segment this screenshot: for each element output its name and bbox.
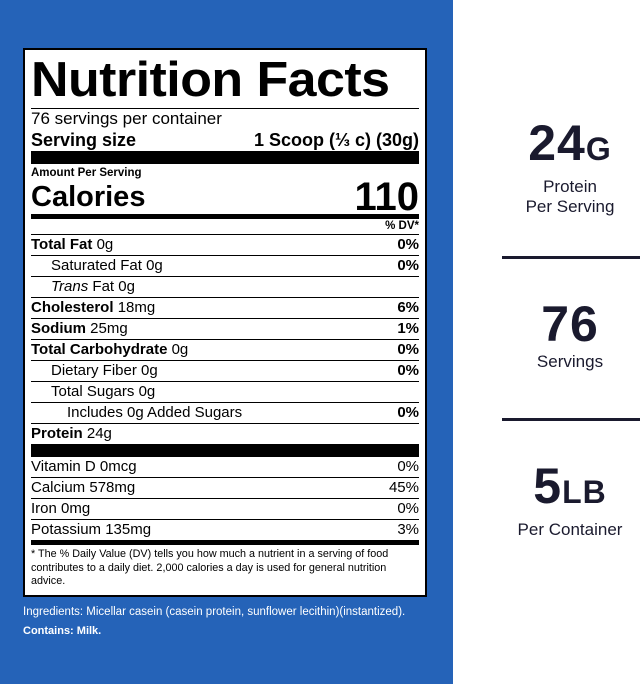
vitamin-row: Calcium 578mg 45% <box>31 477 419 498</box>
nutrient-row: Dietary Fiber 0g 0% <box>31 360 419 381</box>
calories-label: Calories <box>31 181 146 213</box>
medium-divider <box>31 214 419 219</box>
thick-divider <box>31 151 419 164</box>
nutrient-dv: 0% <box>397 257 419 274</box>
nutrient-row: Cholesterol 18mg 6% <box>31 297 419 318</box>
nutrient-name: Sodium <box>31 320 86 337</box>
vitamin-dv: 0% <box>397 500 419 517</box>
vitamin-amount: 0mcg <box>99 458 137 475</box>
serving-size-row: Serving size 1 Scoop (⅓ c) (30g) <box>31 129 419 151</box>
nutrient-amount: 24g <box>86 425 112 442</box>
nutrient-dv: 0% <box>397 404 419 421</box>
nutrient-dv: 6% <box>397 299 419 316</box>
stat-unit: LB <box>562 474 607 510</box>
vitamin-name: Iron <box>31 500 57 517</box>
vitamin-row: Iron 0mg 0% <box>31 498 419 519</box>
stat-servings: 76 Servings <box>500 296 640 372</box>
nutrient-row: Trans Fat 0g <box>31 276 419 297</box>
allergen-text: Contains: Milk. <box>23 625 102 637</box>
calories-value: 110 <box>354 175 419 219</box>
serving-size-label: Serving size <box>31 130 137 150</box>
nutrient-dv: 0% <box>397 236 419 253</box>
stat-caption: Servings <box>536 352 604 371</box>
stat-value: 76 <box>541 296 599 352</box>
nutrient-name: Saturated Fat <box>51 257 142 274</box>
calories-row: Calories 110 <box>31 175 419 219</box>
servings-per-container: 76 servings per container <box>31 109 222 128</box>
stat-protein: 24G Protein Per Serving <box>500 115 640 217</box>
nutrient-name-suffix: Fat <box>92 278 115 295</box>
nutrient-row: Saturated Fat 0g 0% <box>31 255 419 276</box>
nutrient-dv: 0% <box>397 362 419 379</box>
stat-caption: Protein <box>543 177 597 196</box>
nutrient-name: Total Carbohydrate <box>31 341 168 358</box>
nutrient-row: Includes 0g Added Sugars 0% <box>31 402 419 423</box>
nutrient-dv: 1% <box>397 320 419 337</box>
nutrient-amount: 18mg <box>117 299 156 316</box>
nutrient-name: Cholesterol <box>31 299 114 316</box>
thick-divider <box>31 444 419 457</box>
nutrient-dv: 0% <box>397 341 419 358</box>
stat-container: 5LB Per Container <box>500 458 640 540</box>
nutrient-name: Protein <box>31 425 83 442</box>
vitamin-name: Vitamin D <box>31 458 96 475</box>
nutrient-name: Includes 0g Added Sugars <box>67 404 243 421</box>
vitamin-row: Potassium 135mg 3% <box>31 519 419 540</box>
stat-divider <box>502 418 640 421</box>
nutrient-name: Total Fat <box>31 236 93 253</box>
stat-value: 5 <box>533 458 563 514</box>
nutrient-row: Total Carbohydrate 0g 0% <box>31 339 419 360</box>
nutrient-name: Total Sugars <box>51 383 135 400</box>
stat-caption: Per Container <box>517 520 623 539</box>
nutrient-amount: 0g <box>118 278 135 295</box>
stat-value: 24 <box>528 115 586 171</box>
nutrient-amount: 25mg <box>90 320 128 337</box>
nutrition-facts-title: Nutrition Facts <box>31 53 390 107</box>
ingredients-text: Ingredients: Micellar casein (casein pro… <box>23 606 406 618</box>
dv-footnote: * The % Daily Value (DV) tells you how m… <box>31 548 389 587</box>
vitamin-row: Vitamin D 0mcg 0% <box>31 457 419 477</box>
vitamin-dv: 0% <box>397 458 419 475</box>
stat-unit: G <box>585 131 612 167</box>
nutrient-row: Total Sugars 0g <box>31 381 419 402</box>
vitamin-dv: 45% <box>388 479 419 496</box>
nutrient-amount: 0g <box>141 362 158 379</box>
nutrient-amount: 0g <box>96 236 114 253</box>
nutrient-amount: 0g <box>138 383 156 400</box>
vitamin-amount: 135mg <box>105 521 152 538</box>
nutrient-name: Trans <box>51 278 89 295</box>
nutrient-name: Dietary Fiber <box>51 362 137 379</box>
vitamin-amount: 578mg <box>89 479 136 496</box>
vitamin-name: Calcium <box>31 479 86 496</box>
nutrient-amount: 0g <box>146 257 163 274</box>
dv-header: % DV* <box>385 220 419 232</box>
stat-divider <box>502 256 640 259</box>
serving-size-value: 1 Scoop (⅓ c) (30g) <box>253 130 419 150</box>
vitamin-amount: 0mg <box>61 500 91 517</box>
medium-divider <box>31 540 419 545</box>
stat-caption: Per Serving <box>525 197 615 216</box>
nutrient-row: Protein 24g <box>31 423 419 444</box>
amount-per-serving: Amount Per Serving <box>31 167 142 179</box>
nutrient-row: Total Fat 0g 0% <box>31 234 419 255</box>
nutrition-facts-label: Nutrition Facts 76 servings per containe… <box>23 48 427 597</box>
vitamin-name: Potassium <box>31 521 102 538</box>
nutrient-amount: 0g <box>171 341 189 358</box>
vitamin-dv: 3% <box>397 521 419 538</box>
nutrient-row: Sodium 25mg 1% <box>31 318 419 339</box>
